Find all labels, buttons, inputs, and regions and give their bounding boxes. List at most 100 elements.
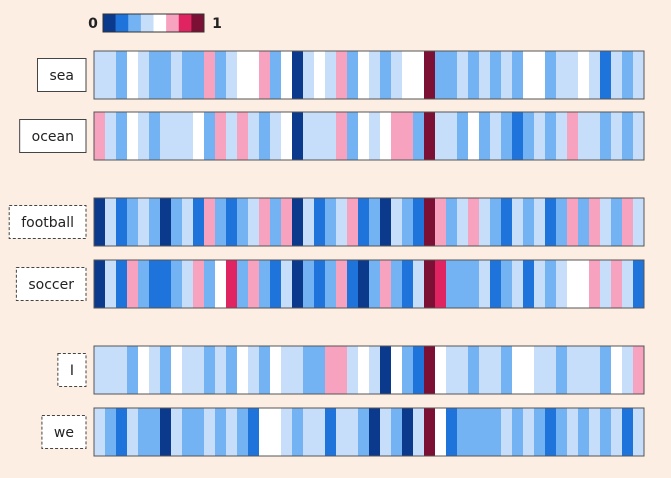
- cell: [303, 260, 315, 308]
- cell: [226, 346, 238, 394]
- cell: [127, 260, 139, 308]
- cell: [490, 198, 502, 246]
- strip-frame: [93, 345, 645, 395]
- cell: [325, 112, 337, 160]
- cell: [116, 408, 128, 456]
- cell: [457, 112, 469, 160]
- label-text: we: [54, 425, 74, 441]
- cell: [589, 112, 601, 160]
- cell: [259, 346, 271, 394]
- cell: [600, 408, 612, 456]
- strip-frame: [93, 111, 645, 161]
- cell: [105, 112, 117, 160]
- cell: [534, 112, 546, 160]
- cell: [600, 198, 612, 246]
- cell: [204, 198, 216, 246]
- cell: [314, 112, 326, 160]
- cell: [281, 408, 293, 456]
- cell: [380, 260, 392, 308]
- cell: [281, 112, 293, 160]
- cell: [171, 346, 183, 394]
- cell: [94, 260, 106, 308]
- cell: [611, 112, 623, 160]
- cell: [193, 112, 205, 160]
- cell: [215, 112, 227, 160]
- cell: [556, 112, 568, 160]
- cell: [160, 51, 172, 99]
- cell: [325, 408, 337, 456]
- label-box: [19, 119, 87, 153]
- cell: [523, 112, 535, 160]
- cell: [182, 408, 194, 456]
- cell: [402, 260, 414, 308]
- cell: [446, 112, 458, 160]
- cell: [424, 112, 436, 160]
- cell: [545, 346, 557, 394]
- cell: [237, 346, 249, 394]
- cell: [578, 51, 590, 99]
- cell: [534, 408, 546, 456]
- cell: [545, 408, 557, 456]
- cell: [259, 112, 271, 160]
- cell: [105, 51, 117, 99]
- cell: [600, 346, 612, 394]
- cell: [270, 346, 282, 394]
- cell: [611, 346, 623, 394]
- cell: [523, 198, 535, 246]
- cell: [138, 408, 150, 456]
- cell: [138, 198, 150, 246]
- cell: [94, 408, 106, 456]
- cell: [523, 408, 535, 456]
- cell: [116, 51, 128, 99]
- label-box: [41, 415, 87, 449]
- cell: [336, 408, 348, 456]
- cell: [380, 408, 392, 456]
- cell: [534, 51, 546, 99]
- cell: [237, 198, 249, 246]
- cell: [534, 260, 546, 308]
- cell: [270, 198, 282, 246]
- cell: [325, 260, 337, 308]
- cell: [215, 346, 227, 394]
- cell: [501, 112, 513, 160]
- cell: [358, 51, 370, 99]
- cell: [600, 260, 612, 308]
- label-text: sea: [50, 68, 75, 84]
- word-label: soccer: [15, 267, 87, 301]
- cell: [347, 346, 359, 394]
- cell: [193, 408, 205, 456]
- cell: [633, 51, 645, 99]
- cell: [622, 346, 634, 394]
- cell: [347, 198, 359, 246]
- label-text: I: [70, 363, 74, 379]
- cell: [479, 198, 491, 246]
- cell: [567, 408, 579, 456]
- label-text: soccer: [28, 277, 74, 293]
- colorbar-swatch: [103, 14, 116, 32]
- cell: [413, 260, 425, 308]
- cell: [270, 260, 282, 308]
- word-label: sea: [37, 58, 87, 92]
- label-text: football: [21, 215, 74, 231]
- cell: [369, 112, 381, 160]
- cell: [523, 260, 535, 308]
- cell: [490, 408, 502, 456]
- cell: [545, 198, 557, 246]
- cell: [193, 51, 205, 99]
- cell: [391, 198, 403, 246]
- cell: [369, 346, 381, 394]
- cell: [589, 198, 601, 246]
- cell: [622, 408, 634, 456]
- cell: [391, 408, 403, 456]
- cell: [325, 51, 337, 99]
- cell: [512, 346, 524, 394]
- cell: [622, 51, 634, 99]
- cell: [468, 51, 480, 99]
- cell: [622, 260, 634, 308]
- colorbar-label: 0: [88, 16, 98, 32]
- cell: [138, 51, 150, 99]
- cell: [270, 112, 282, 160]
- cell: [424, 260, 436, 308]
